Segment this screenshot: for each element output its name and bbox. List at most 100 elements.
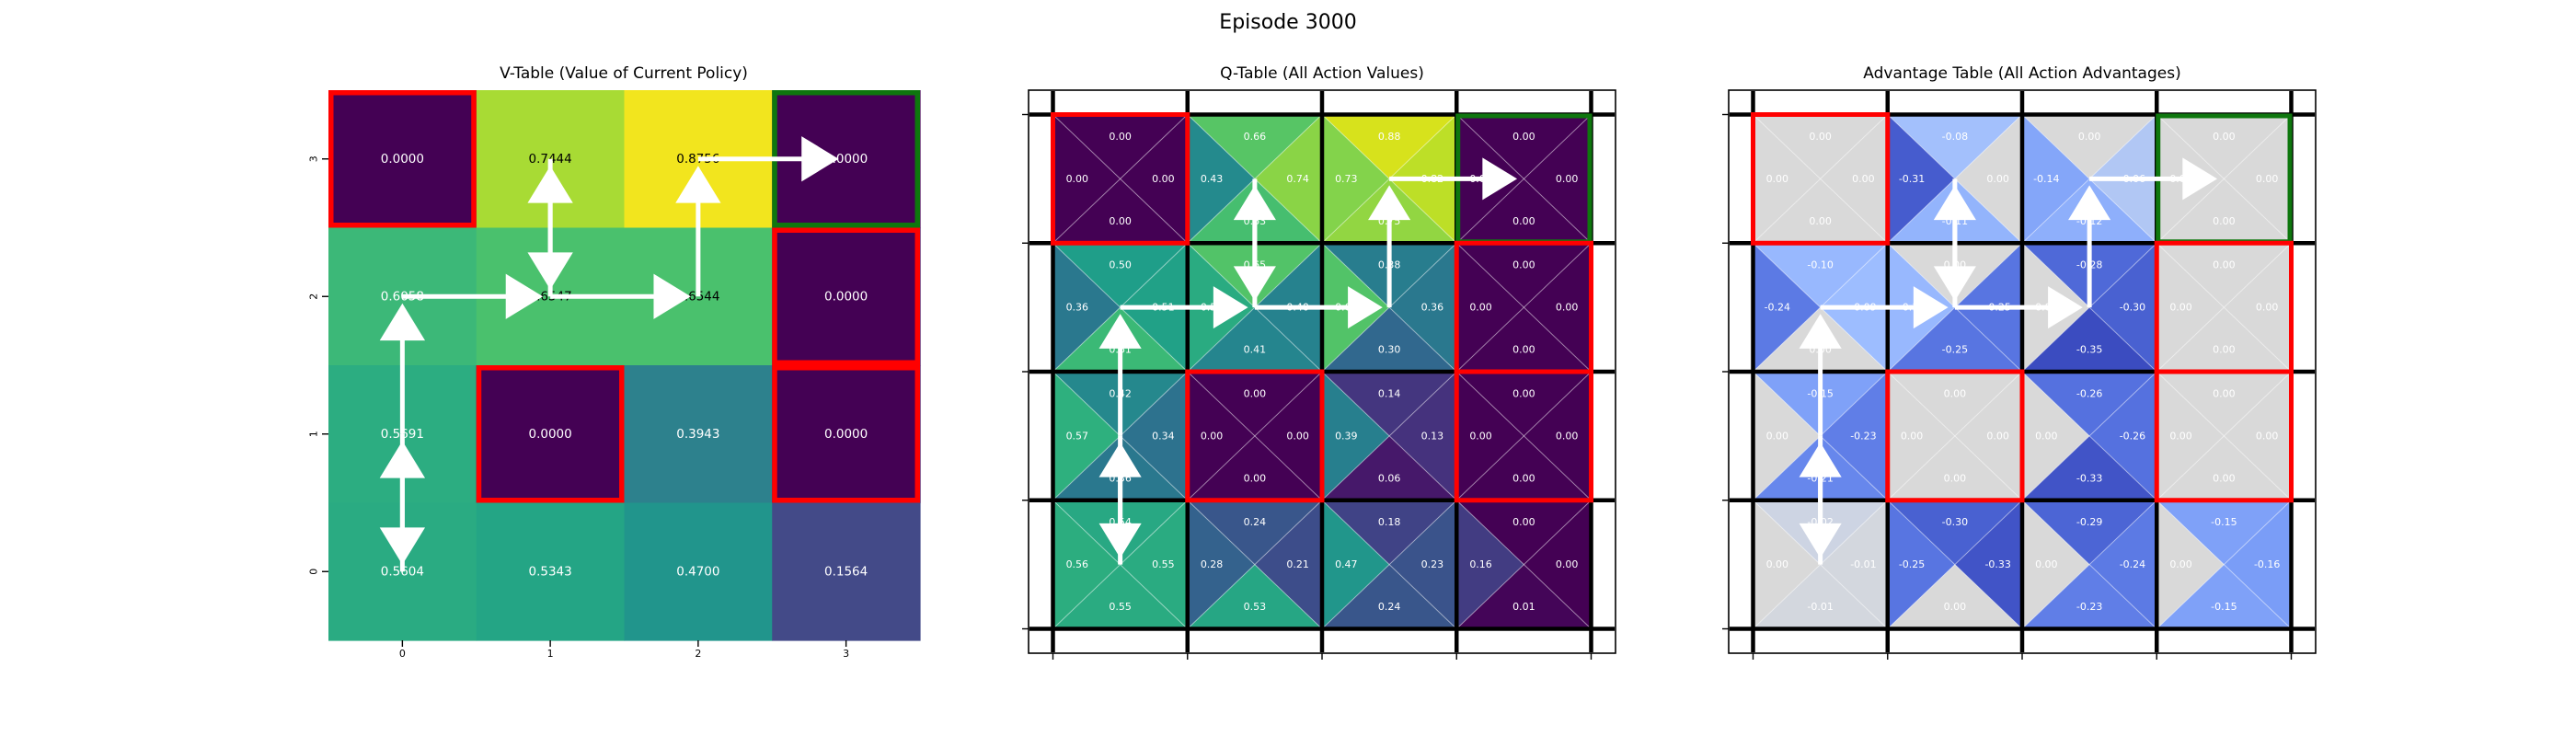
adv-table-tri-c3r0-up	[2156, 500, 2292, 565]
adv-table-value-c1r0-left: -0.25	[1899, 558, 1925, 570]
v-cell-value: 0.0000	[381, 152, 424, 167]
q-table-value-c2r0-left: 0.47	[1335, 558, 1358, 570]
q-table-value-c1r3-right: 0.74	[1286, 173, 1309, 185]
hole-cell-border	[772, 365, 920, 503]
y-tick-label: 1	[308, 431, 320, 437]
q-table-tri-c0r2-up	[1052, 243, 1188, 308]
cell-diagonal	[1887, 371, 2023, 501]
adv-table-tri-c0r1-right	[1820, 372, 1888, 500]
adv-table-tri-c0r0-left	[1753, 500, 1821, 629]
q-table-value-c2r2-right: 0.36	[1421, 302, 1444, 314]
q-table-tri-c3r3-right	[1524, 114, 1592, 244]
q-table-value-c0r0-down: 0.55	[1109, 601, 1132, 613]
q-table-value-c2r0-down: 0.24	[1378, 601, 1401, 613]
adv-table-tri-c1r0-left	[1887, 500, 1955, 629]
q-table-value-c1r2-down: 0.41	[1244, 344, 1267, 356]
policy-arrow-head-up	[1368, 185, 1411, 221]
hole-cell-border	[1051, 112, 1190, 246]
cell-diagonal	[2156, 500, 2292, 629]
figure-title: Episode 3000	[1219, 11, 1357, 34]
cell-diagonal	[1455, 371, 1592, 501]
adv-table-tri-c2r1-down	[2022, 435, 2157, 500]
adv-table-tri-c0r3-left	[1753, 114, 1821, 244]
adv-table-value-c3r2-right: 0.00	[2256, 302, 2279, 314]
q-table-value-c1r0-up: 0.24	[1244, 516, 1267, 528]
adv-table-value-c2r0-down: -0.23	[2076, 601, 2102, 613]
y-tick-label: 3	[308, 155, 320, 162]
cell-diagonal	[1187, 371, 1323, 501]
adv-table-value-c2r1-up: -0.26	[2076, 387, 2102, 399]
policy-arrow-head-right	[1482, 157, 1518, 201]
adv-table-value-c2r3-left: -0.14	[2033, 173, 2059, 185]
q-table-tri-c0r1-left	[1052, 372, 1121, 500]
q-table-tri-c3r0-left	[1456, 500, 1524, 629]
v-cell-c3r1	[772, 365, 921, 504]
adv-table-tri-c2r0-right	[2089, 500, 2157, 629]
q-table-value-c0r0-left: 0.56	[1066, 558, 1089, 570]
q-table-value-c3r3-right: 0.00	[1556, 173, 1579, 185]
q-table-tri-c3r0-down	[1456, 564, 1592, 629]
adv-table-value-c3r0-down: -0.15	[2211, 601, 2237, 613]
q-table-title: Q-Table (All Action Values)	[1220, 64, 1424, 83]
q-table-tri-c0r3-left	[1052, 114, 1121, 244]
adv-table-tri-c2r0-up	[2022, 500, 2157, 565]
cell-diagonal	[1455, 371, 1592, 501]
hole-cell-border	[328, 90, 477, 228]
policy-arrow-head-up	[1799, 314, 1842, 349]
v-cell-c1r1	[476, 365, 626, 504]
adv-table-tri-c0r0-down	[1753, 564, 1888, 629]
v-cell-value: 0.0000	[824, 152, 868, 167]
q-table-tri-c0r3-up	[1052, 114, 1188, 179]
adv-table-value-c2r0-left: 0.00	[2035, 558, 2058, 570]
adv-table-tri-c3r3-right	[2224, 114, 2292, 244]
q-table-tri-c2r3-up	[1322, 114, 1457, 179]
v-cell-value: 0.0000	[824, 289, 868, 304]
policy-arrow-head-up	[379, 303, 426, 341]
adv-table-tri-c2r1-up	[2022, 372, 2157, 436]
adv-table-value-c0r2-up: -0.10	[1807, 259, 1833, 271]
adv-table-value-c1r0-up: -0.30	[1942, 516, 1968, 528]
q-table-tri-c3r3-up	[1456, 114, 1592, 179]
q-table-value-c3r1-down: 0.00	[1512, 472, 1535, 484]
adv-table-value-c3r1-left: 0.00	[2169, 430, 2192, 442]
adv-table-tri-c0r3-up	[1753, 114, 1888, 179]
policy-arrow-head-down	[379, 527, 426, 565]
q-table-tri-c3r1-left	[1456, 372, 1524, 500]
q-table-tri-c1r0-right	[1254, 500, 1322, 629]
q-table-value-c1r0-right: 0.21	[1286, 558, 1309, 570]
policy-arrow-head-right	[653, 273, 691, 319]
adv-table-value-c0r1-left: 0.00	[1766, 430, 1789, 442]
q-table-value-c0r1-left: 0.57	[1066, 430, 1089, 442]
cell-diagonal	[1455, 114, 1592, 244]
q-table-value-c3r2-right: 0.00	[1556, 302, 1579, 314]
hole-cell-border	[1885, 369, 2025, 503]
adv-table-value-c1r3-right: 0.00	[1986, 173, 2009, 185]
cell-diagonal	[2021, 500, 2157, 629]
adv-table-value-c1r1-down: 0.00	[1944, 472, 1967, 484]
cell-diagonal	[1887, 371, 2023, 501]
q-table-tri-c3r1-right	[1524, 372, 1592, 500]
adv-table-tri-c0r2-up	[1753, 243, 1888, 308]
policy-arrow-head-right	[505, 273, 544, 319]
q-table-tri-c2r1-down	[1322, 435, 1457, 500]
q-table-value-c1r3-up: 0.66	[1244, 131, 1267, 143]
q-table-tri-c0r2-left	[1052, 243, 1121, 372]
q-table-tri-c0r0-left	[1052, 500, 1121, 629]
adv-table-tri-c1r1-down	[1887, 435, 2022, 500]
q-table-value-c0r2-left: 0.36	[1066, 302, 1089, 314]
q-table-value-c1r0-down: 0.53	[1244, 601, 1267, 613]
adv-table-value-c0r3-down: 0.00	[1809, 215, 1832, 227]
adv-table-tri-c3r1-left	[2156, 372, 2225, 500]
q-table-tri-c1r1-up	[1187, 372, 1322, 436]
adv-table-value-c1r0-right: -0.33	[1984, 558, 2010, 570]
adv-table-tri-c3r2-right	[2224, 243, 2292, 372]
cell-diagonal	[2156, 371, 2292, 501]
hole-cell-border	[772, 227, 920, 365]
q-table-tri-c3r2-right	[1524, 243, 1592, 372]
q-table-tri-c3r1-down	[1456, 435, 1592, 500]
q-table-value-c3r1-left: 0.00	[1469, 430, 1492, 442]
v-cell-value: 0.1564	[824, 564, 868, 579]
adv-table-tri-c3r2-down	[2156, 307, 2292, 372]
v-cell-value: 0.4700	[676, 564, 719, 579]
adv-table-plot: 0.000.000.000.00-0.08-0.310.00-0.110.00-…	[1722, 89, 2317, 660]
